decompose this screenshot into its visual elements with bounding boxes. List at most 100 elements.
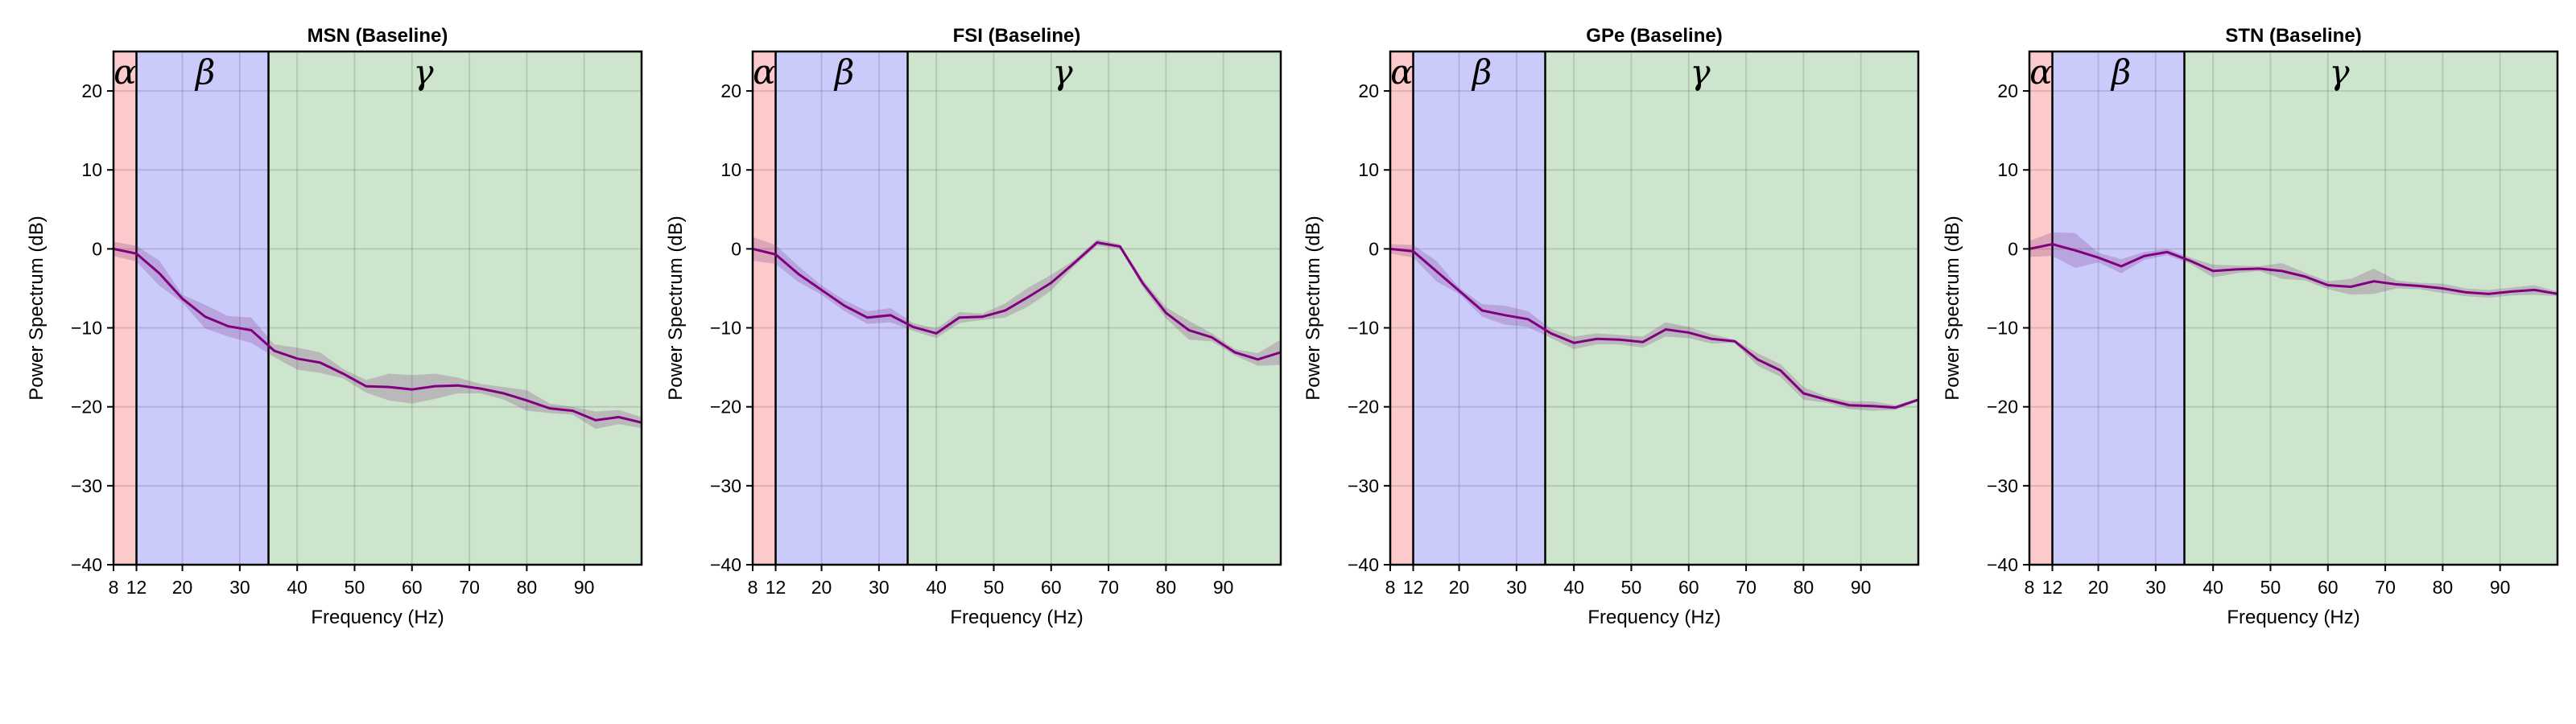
x-tick-label: 40 [2202,577,2223,598]
y-tick-label: 0 [731,238,741,259]
x-tick-label: 70 [459,577,480,598]
y-tick-label: 0 [92,238,102,259]
y-tick-label: 20 [1997,80,2018,101]
x-tick-label: 50 [345,577,365,598]
band-region [268,51,642,565]
x-tick-label: 8 [109,577,119,598]
subplot-title: MSN (Baseline) [308,25,448,47]
x-tick-label: 20 [811,577,832,598]
x-tick-label: 12 [2042,577,2063,598]
x-tick-label: 50 [984,577,1005,598]
subplot-title: FSI (Baseline) [953,25,1081,47]
y-axis-label: Power Spectrum (dB) [1942,216,1963,400]
band-label: α [1390,52,1413,92]
y-tick-label: 0 [1368,238,1379,259]
subplot-fsi: 8 12 20 30 40 50 60 70 80 90 −40 −30 −20 −10 0 10 20 FSI … [665,25,1282,628]
y-tick-label: 10 [81,159,102,180]
series-line [1389,247,1919,409]
x-tick-label: 60 [1678,577,1699,598]
y-tick-label: −40 [1348,554,1379,575]
x-tick-label: 70 [2375,577,2396,598]
y-tick-label: −10 [1348,318,1379,339]
band-label: β [833,52,854,92]
subplot-stn: 8 12 20 30 40 50 60 70 80 90 −40 −30 −20 −10 0 10 20 STN … [1942,25,2559,628]
x-tick-label: 30 [869,577,890,598]
x-tick-label: 80 [1794,577,1814,598]
error-band [753,237,1281,366]
band-region [2184,51,2557,565]
band-label: γ [1690,52,1711,92]
series-line [113,247,642,424]
y-tick-label: −30 [1987,475,2018,496]
x-tick-label: 20 [172,577,193,598]
band-region [775,51,908,565]
x-tick-label: 12 [126,577,147,598]
band-label: γ [2329,52,2350,92]
x-axis-label: Frequency (Hz) [1587,607,1720,628]
axes-frame [2028,50,2559,566]
x-tick-label: 90 [1851,577,1872,598]
y-tick-label: 20 [720,80,741,101]
y-tick-label: 20 [1358,80,1379,101]
y-axis-label: Power Spectrum (dB) [26,216,47,400]
y-tick-label: 10 [1358,159,1379,180]
x-tick-label: 80 [517,577,538,598]
band-region [907,51,1281,565]
axes-frame [1389,50,1920,566]
y-tick-label: −20 [710,397,741,418]
band-region [2029,51,2053,565]
x-tick-label: 60 [1041,577,1062,598]
x-tick-label: 30 [229,577,250,598]
axes-frame [112,50,643,566]
y-tick-label: −20 [1348,397,1379,418]
band-label: γ [1052,52,1073,92]
x-axis-label: Frequency (Hz) [950,607,1083,628]
subplot-msn: 8 12 20 30 40 50 60 70 80 90 −40 −30 −20 −10 0 10 20 MSN … [26,25,643,628]
y-tick-label: −30 [71,475,102,496]
x-tick-label: 90 [2490,577,2511,598]
x-tick-label: 20 [1449,577,1470,598]
y-axis-label: Power Spectrum (dB) [665,216,687,400]
x-tick-label: 80 [1156,577,1177,598]
x-tick-label: 12 [1403,577,1424,598]
x-axis-label: Frequency (Hz) [2227,607,2359,628]
band-region [114,51,137,565]
y-tick-label: −10 [710,318,741,339]
y-tick-label: −40 [71,554,102,575]
x-tick-label: 90 [1213,577,1234,598]
band-region [2052,51,2185,565]
y-tick-label: 0 [2008,238,2018,259]
y-tick-label: −10 [71,318,102,339]
band-label: β [1471,52,1492,92]
y-tick-label: −20 [71,397,102,418]
x-tick-label: 30 [1506,577,1527,598]
y-axis-label: Power Spectrum (dB) [1302,216,1324,400]
x-tick-label: 12 [766,577,786,598]
band-label: α [2029,52,2052,92]
subplot-title: STN (Baseline) [2225,25,2361,47]
x-tick-label: 20 [2088,577,2109,598]
subplot-gpe: 8 12 20 30 40 50 60 70 80 90 −40 −30 −20 −10 0 10 20 GPe … [1302,25,1920,628]
y-tick-label: −20 [1987,397,2018,418]
x-tick-label: 40 [287,577,308,598]
x-tick-label: 8 [748,577,758,598]
x-tick-label: 70 [1736,577,1757,598]
band-region [1390,51,1414,565]
subplot-title: GPe (Baseline) [1586,25,1722,47]
y-tick-label: 10 [1997,159,2018,180]
y-tick-label: −10 [1987,318,2018,339]
series-line [2029,242,2558,295]
x-tick-label: 40 [1563,577,1584,598]
x-tick-label: 90 [574,577,595,598]
axes-frame [751,50,1282,566]
x-tick-label: 80 [2433,577,2454,598]
y-tick-label: 10 [720,159,741,180]
x-tick-label: 60 [2318,577,2339,598]
y-tick-label: −30 [710,475,741,496]
x-tick-label: 40 [926,577,947,598]
band-label: γ [413,52,434,92]
band-region [136,51,269,565]
x-tick-label: 50 [1621,577,1642,598]
y-tick-label: −40 [1987,554,2018,575]
